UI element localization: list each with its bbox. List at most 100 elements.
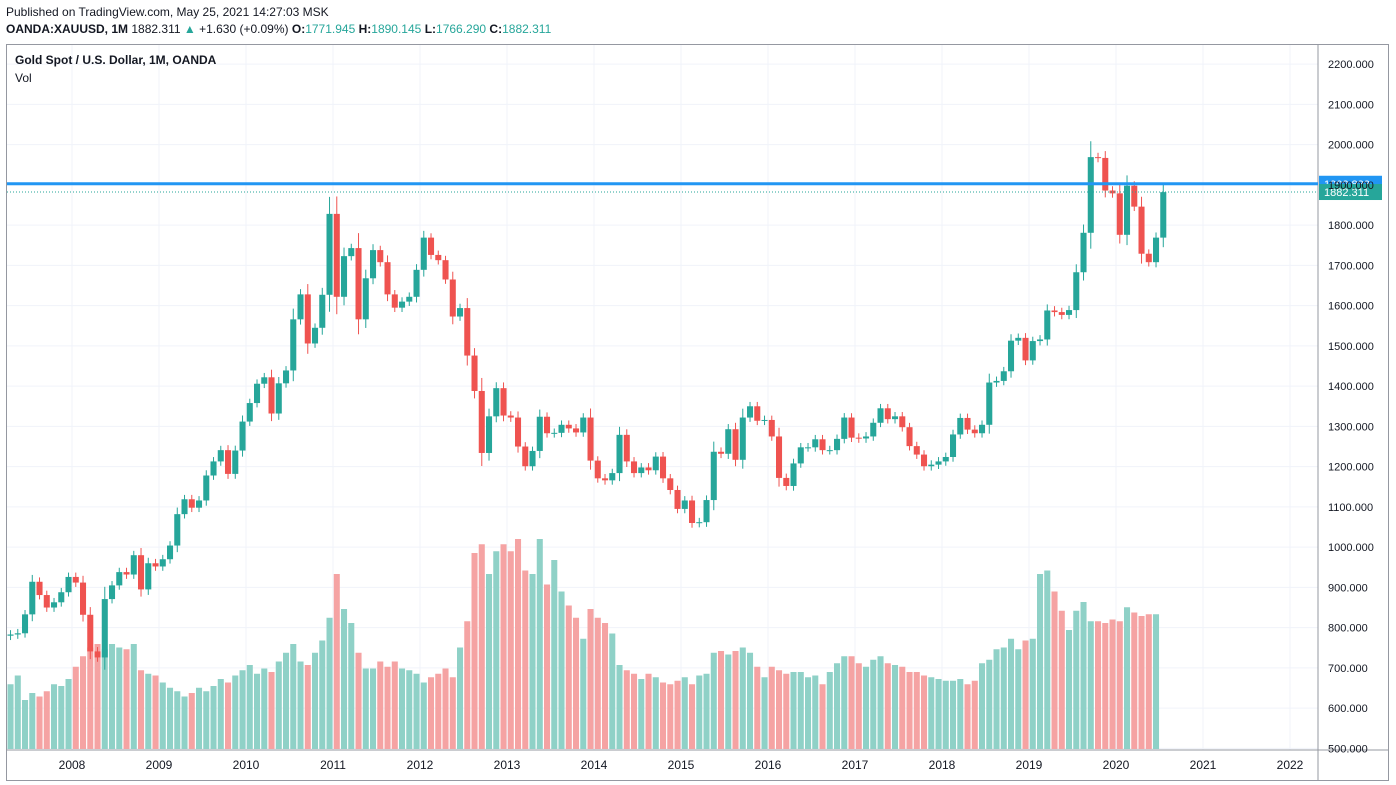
candle-body [935,461,942,465]
y-tick-label: 1900.000 [1328,180,1374,192]
volume-bar [1102,623,1109,749]
volume-bar [275,661,282,749]
candle-body [167,545,174,560]
volume-bar [841,656,848,749]
volume-bar [761,677,768,749]
volume-bar [101,649,108,749]
volume-bar [834,663,841,749]
volume-bar [370,668,377,749]
candle-body [986,382,993,425]
volume-bar [225,682,232,749]
candle-body [522,446,529,467]
candle-body [979,424,986,434]
candle-body [1095,157,1102,159]
volume-bar [718,651,725,749]
candle-body [203,475,210,501]
volume-bar [51,684,58,749]
volume-bar [928,677,935,749]
volume-bar [805,677,812,749]
volume-bar [544,584,551,749]
volume-bar [406,670,413,749]
volume-bar [616,665,623,749]
symbol-label[interactable]: OANDA:XAUUSD, 1M [6,22,129,36]
y-tick-label: 1200.000 [1328,462,1374,474]
close-value: 1882.311 [502,22,552,36]
volume-bar [747,652,754,749]
volume-bar [14,675,21,749]
volume-bar [1037,574,1044,749]
y-tick-label: 1000.000 [1328,542,1374,554]
candle-body [326,213,333,295]
volume-bar [689,684,696,749]
volume-bar [152,675,159,749]
candle-body [761,419,768,421]
volume-bar [29,693,36,749]
volume-bar [210,686,217,749]
y-tick-label: 2100.000 [1328,99,1374,111]
volume-bar [478,544,485,749]
candle-body [145,563,152,590]
volume-bar [652,677,659,749]
candle-body [1102,157,1109,191]
volume-bar [1029,638,1036,749]
y-tick-label: 1300.000 [1328,421,1374,433]
volume-bar [638,679,645,749]
volume-bar [790,672,797,749]
volume-bar [884,663,891,749]
candle-body [196,500,203,508]
volume-bar [609,633,616,749]
volume-bar [167,687,174,749]
candle-body [261,377,268,384]
x-tick-label: 2009 [146,758,173,772]
candle-body [790,463,797,486]
candle-body [913,446,920,455]
volume-bar [290,644,297,749]
candle-body [645,467,652,471]
volume-bar [22,700,29,749]
x-tick-label: 2017 [842,758,869,772]
candle-body [573,428,580,433]
candle-body [130,555,137,575]
candle-body [420,237,427,270]
candle-body [225,450,232,474]
series-legend: Gold Spot / U.S. Dollar, 1M, OANDA [15,53,217,67]
candle-body [51,602,58,608]
candle-body [1124,185,1131,235]
volume-bar [130,644,137,749]
volume-bar [1138,616,1145,749]
candle-body [674,489,681,509]
volume-bar [515,539,522,749]
candle-body [1080,232,1087,273]
volume-bar [319,640,326,749]
volume-bar [384,666,391,749]
chart-frame[interactable] [6,44,1389,781]
candle-body [391,294,398,308]
volume-bar [877,656,884,749]
candle-body [609,473,616,481]
candle-body [1051,310,1058,313]
volume-bar [399,668,406,749]
y-tick-label: 800.000 [1328,623,1368,635]
x-tick-label: 2011 [320,758,346,772]
volume-bar [1051,591,1058,749]
candle-body [1058,312,1065,315]
candle-body [652,456,659,471]
candle-body [341,256,348,297]
y-tick-label: 2000.000 [1328,140,1374,152]
volume-bar [631,673,638,749]
volume-bar [174,691,181,749]
volume-bar [993,649,1000,749]
y-tick-label: 1400.000 [1328,381,1374,393]
candle-body [863,436,870,439]
y-tick-label: 1700.000 [1328,260,1374,272]
candle-body [819,439,826,451]
volume-bar [594,617,601,749]
volume-bar [43,691,50,749]
candle-body [921,454,928,467]
candle-body [776,436,783,478]
candle-body [312,327,319,344]
volume-bar [312,652,319,749]
volume-bar [159,682,166,749]
volume-bar [493,551,500,749]
